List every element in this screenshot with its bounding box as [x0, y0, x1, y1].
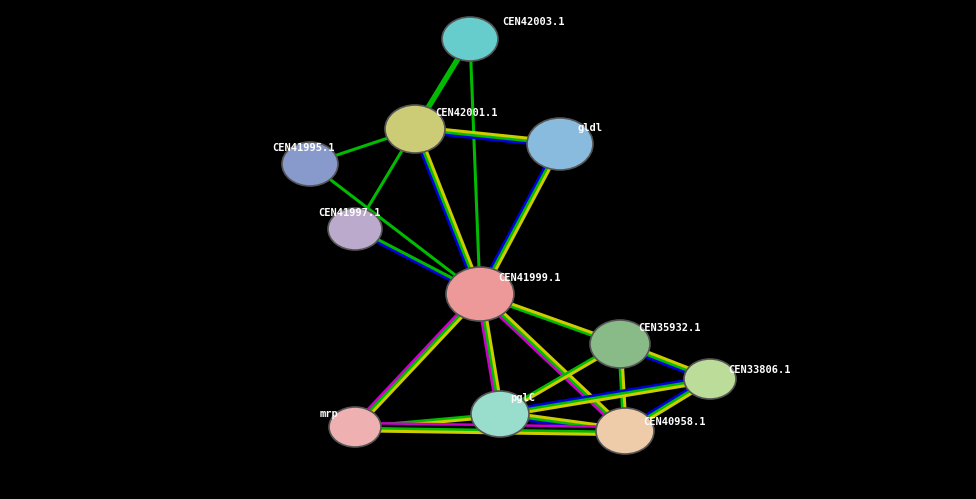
Ellipse shape [442, 17, 498, 61]
Text: pglC: pglC [510, 393, 535, 403]
Text: CEN42003.1: CEN42003.1 [502, 17, 564, 27]
Text: CEN41999.1: CEN41999.1 [498, 273, 560, 283]
Text: CEN40958.1: CEN40958.1 [643, 417, 706, 427]
Text: CEN41995.1: CEN41995.1 [272, 143, 335, 153]
Ellipse shape [328, 208, 382, 250]
Ellipse shape [684, 359, 736, 399]
Text: CEN35932.1: CEN35932.1 [638, 323, 701, 333]
Ellipse shape [329, 407, 381, 447]
Text: CEN41997.1: CEN41997.1 [318, 208, 381, 218]
Ellipse shape [471, 391, 529, 437]
Ellipse shape [385, 105, 445, 153]
Text: CEN42001.1: CEN42001.1 [435, 108, 498, 118]
Text: mrp: mrp [320, 409, 339, 419]
Text: gldl: gldl [578, 123, 603, 133]
Ellipse shape [527, 118, 593, 170]
Ellipse shape [596, 408, 654, 454]
Ellipse shape [590, 320, 650, 368]
Text: CEN33806.1: CEN33806.1 [728, 365, 791, 375]
Ellipse shape [446, 267, 514, 321]
Ellipse shape [282, 142, 338, 186]
